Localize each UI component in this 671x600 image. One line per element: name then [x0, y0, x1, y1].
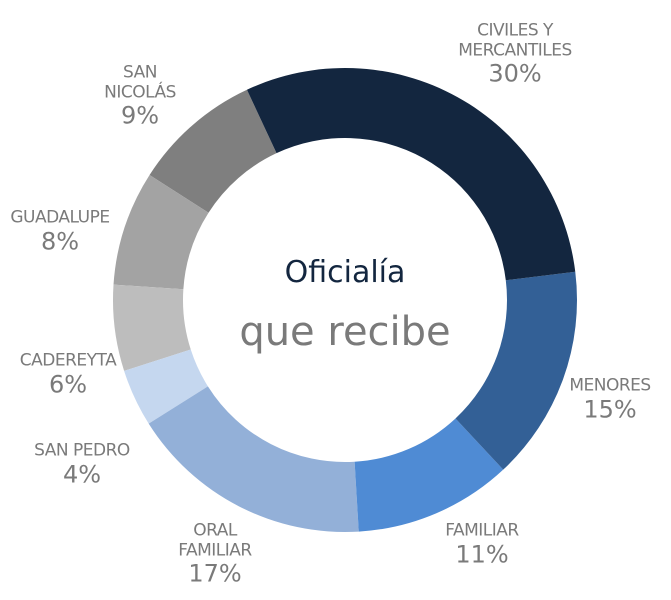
center-title: Oficialía [285, 255, 406, 290]
data-label: GUADALUPE 8% [10, 207, 110, 255]
value-label: 17% [188, 559, 242, 588]
donut-slice [455, 271, 577, 470]
donut-slice [149, 89, 277, 213]
data-label: MENORES 15% [569, 375, 651, 423]
category-label: ORAL FAMILIAR [178, 520, 252, 561]
data-label: CADEREYTA 6% [19, 350, 117, 398]
donut-slice [113, 175, 209, 290]
donut-slice [112, 284, 191, 371]
data-label: FAMILIAR 11% [445, 520, 519, 568]
category-label: CADEREYTA [19, 350, 117, 371]
category-label: MENORES [569, 375, 651, 396]
value-label: 6% [48, 369, 88, 398]
category-label: SAN PEDRO [34, 440, 130, 461]
value-label: 9% [120, 101, 160, 130]
data-label: SAN PEDRO 4% [34, 441, 130, 488]
category-label: GUADALUPE [10, 207, 110, 228]
donut-slice [354, 418, 504, 532]
center-subtitle: que recibe [239, 309, 450, 355]
category-label: FAMILIAR [445, 520, 519, 541]
value-label: 8% [40, 226, 80, 255]
category-label: SAN NICOLÁS [104, 62, 176, 103]
data-label: SAN NICOLÁS 9% [95, 62, 185, 131]
donut-slice [246, 68, 576, 281]
value-label: 11% [455, 539, 509, 568]
data-label: CIVILES Y MERCANTILES 30% [455, 20, 575, 89]
value-label: 15% [583, 394, 637, 423]
data-label: ORAL FAMILIAR 17% [155, 520, 275, 589]
donut-slice [148, 386, 359, 532]
category-label: CIVILES Y MERCANTILES [458, 20, 572, 61]
donut-slice [124, 349, 208, 424]
value-label: 30% [488, 59, 542, 88]
value-label: 4% [62, 459, 102, 488]
